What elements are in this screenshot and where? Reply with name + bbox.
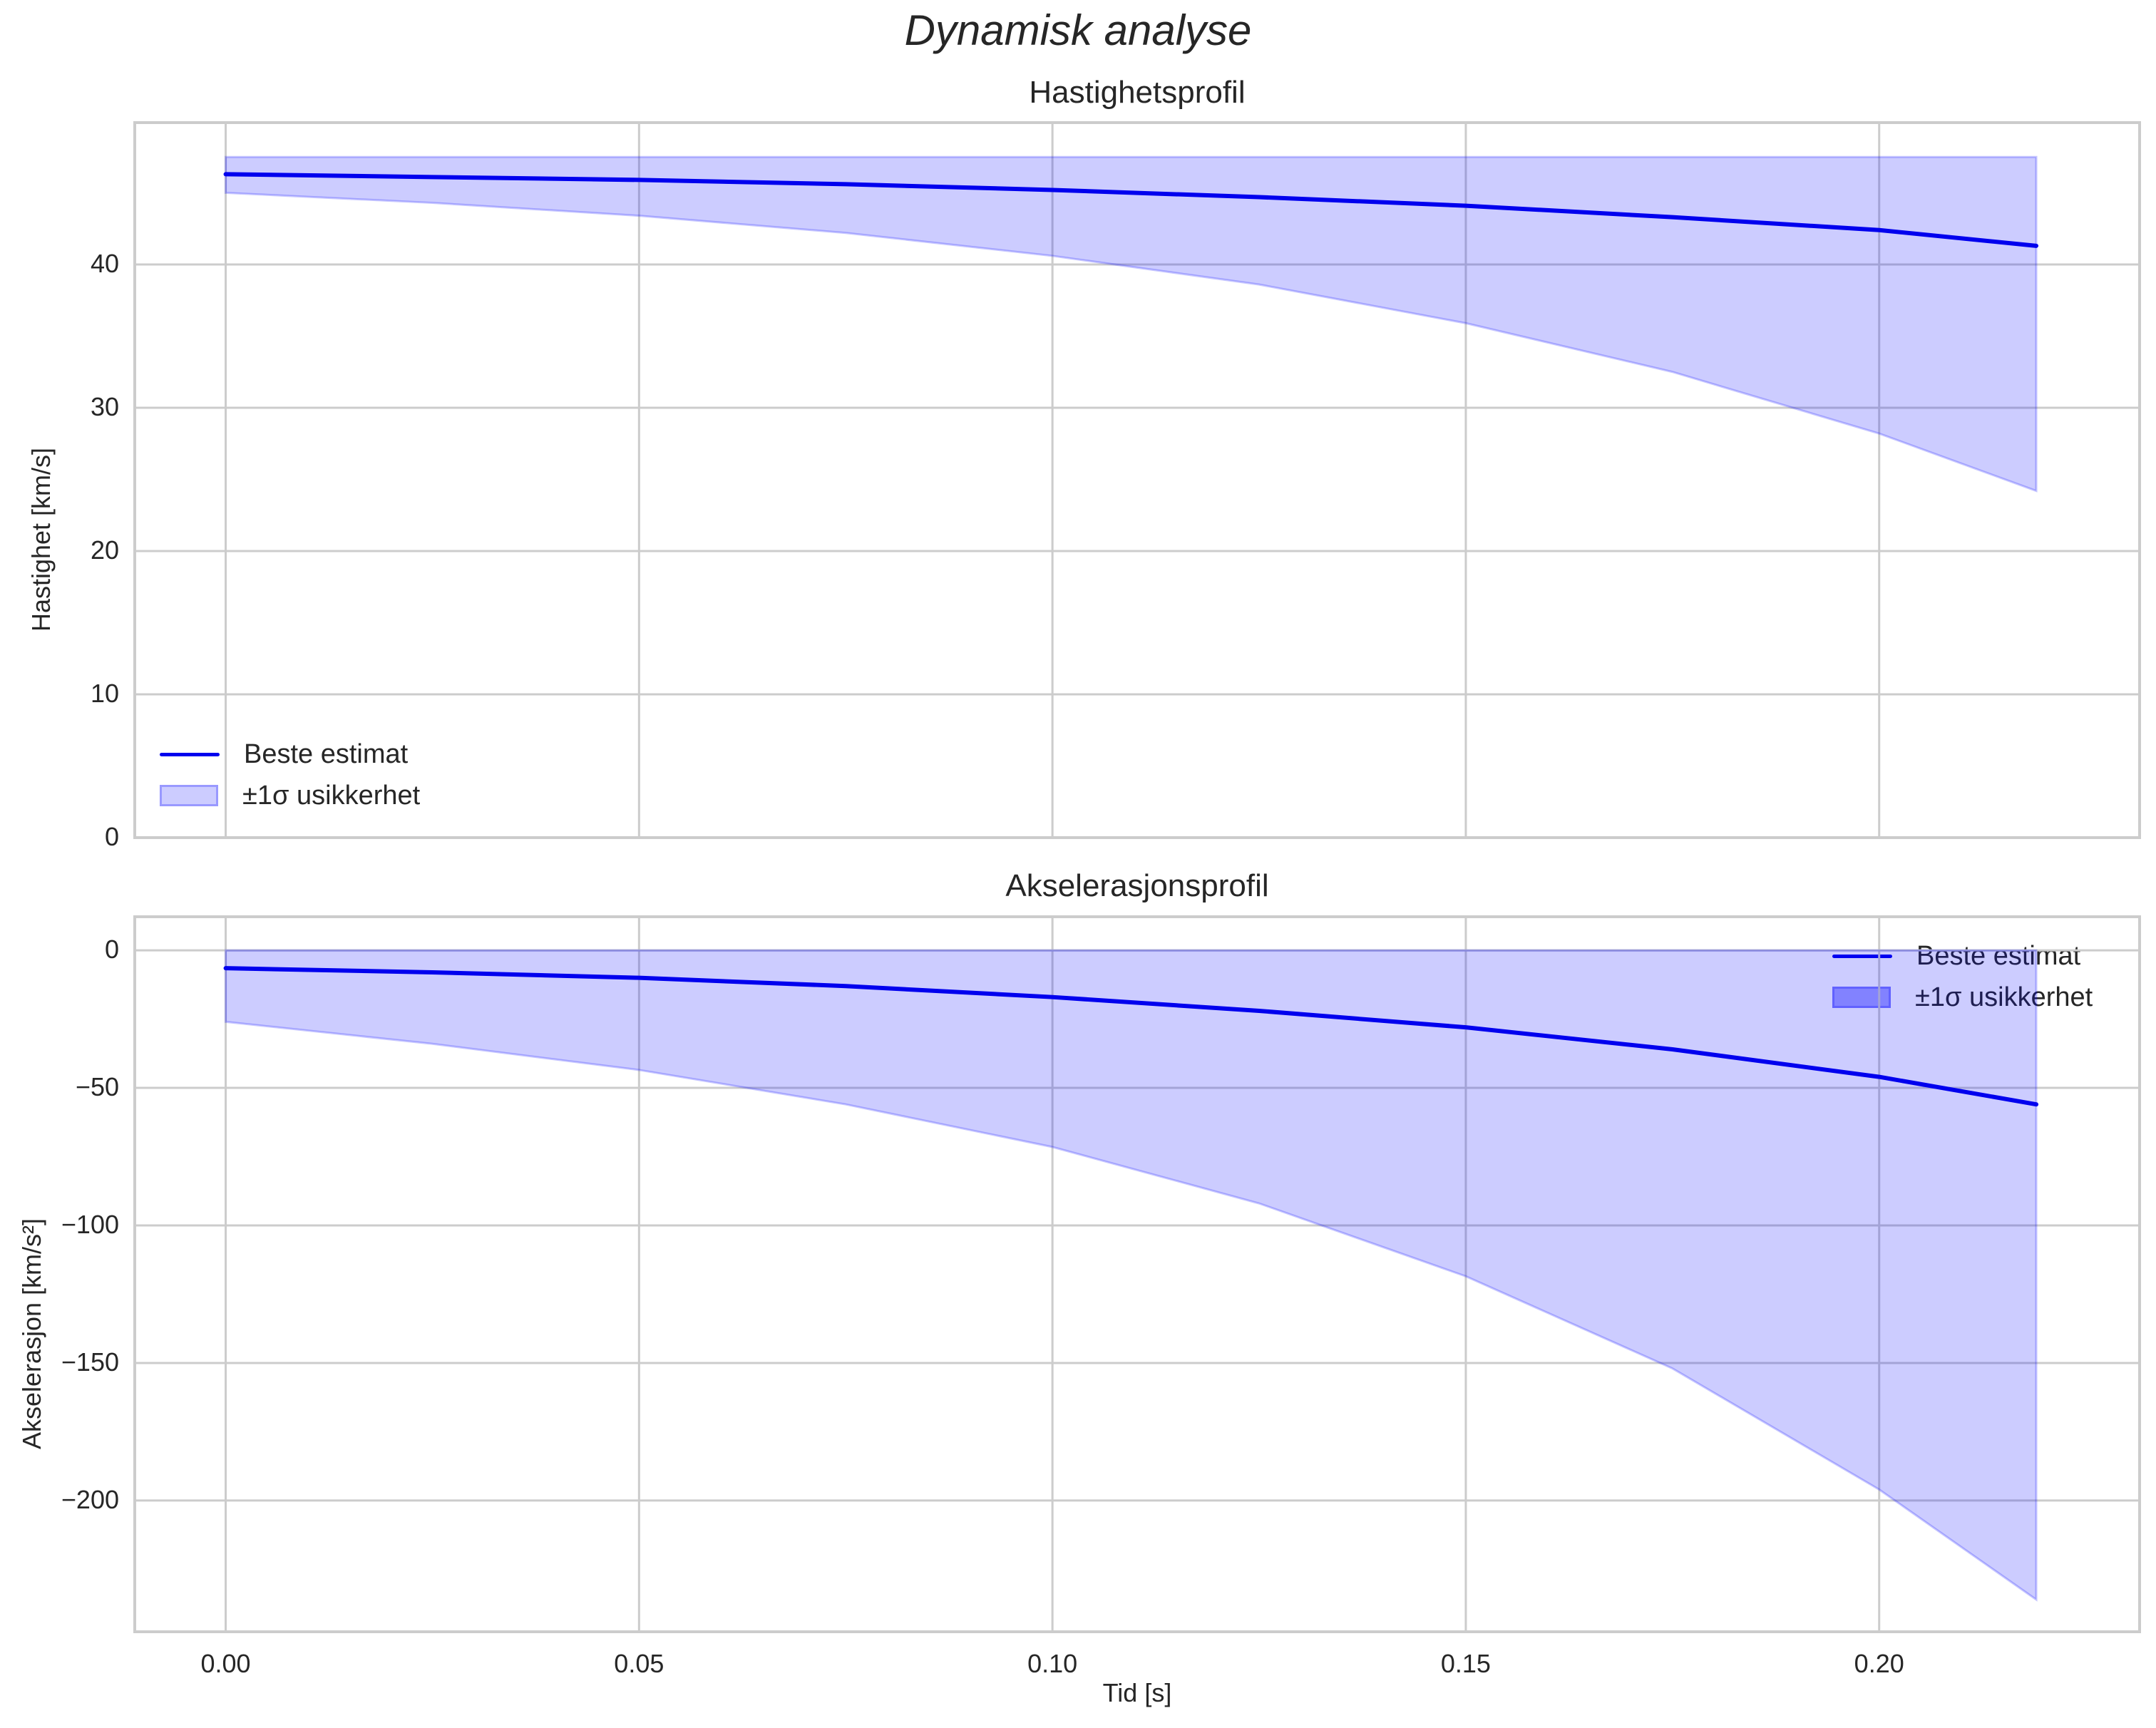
x-tick-label: 0.15 <box>1440 1649 1491 1678</box>
legend-label: Beste estimat <box>244 739 409 769</box>
acceleration-legend: Beste estimat ±1σ usikkerhet <box>1829 935 2093 1018</box>
y-tick-label: −150 <box>61 1347 119 1377</box>
y-tick-label: 20 <box>90 535 119 565</box>
y-tick-label: 10 <box>90 678 119 708</box>
y-tick-label: 40 <box>90 248 119 278</box>
x-tick-label: 0.20 <box>1854 1649 1904 1678</box>
acceleration-axes <box>133 915 2141 1633</box>
y-tick-label: −100 <box>61 1209 119 1239</box>
y-tick-label: 30 <box>90 391 119 421</box>
x-tick-label: 0.00 <box>200 1649 251 1678</box>
legend-label: ±1σ usikkerhet <box>1915 982 2093 1012</box>
y-tick-label: −200 <box>61 1484 119 1514</box>
x-tick-label: 0.10 <box>1027 1649 1078 1678</box>
velocity-legend: Beste estimat ±1σ usikkerhet <box>157 734 420 816</box>
acceleration-y-axis-label: Akselerasjon [km/s²] <box>17 1218 46 1450</box>
legend-item-best-estimate: Beste estimat <box>1829 935 2093 977</box>
time-x-axis-label: Tid [s] <box>1102 1678 1172 1707</box>
acceleration-plot-title: Akselerasjonsprofil <box>1005 868 1269 903</box>
y-tick-label: −50 <box>75 1072 119 1102</box>
y-tick-label: 0 <box>104 822 119 851</box>
legend-item-uncertainty: ±1σ usikkerhet <box>157 775 420 816</box>
x-tick-label: 0.05 <box>614 1649 664 1678</box>
line-swatch-icon <box>160 752 220 756</box>
legend-label: Beste estimat <box>1916 940 2081 971</box>
y-tick-label: 0 <box>104 935 119 965</box>
patch-swatch-icon <box>1832 987 1891 1008</box>
velocity-plot-title: Hastighetsprofil <box>1029 75 1246 110</box>
legend-item-uncertainty: ±1σ usikkerhet <box>1829 977 2093 1018</box>
line-swatch-icon <box>1832 954 1892 958</box>
legend-label: ±1σ usikkerhet <box>242 780 421 811</box>
patch-swatch-icon <box>160 785 218 806</box>
velocity-axes <box>133 121 2141 839</box>
figure-suptitle: Dynamisk analyse <box>904 6 1252 54</box>
legend-item-best-estimate: Beste estimat <box>157 734 420 775</box>
